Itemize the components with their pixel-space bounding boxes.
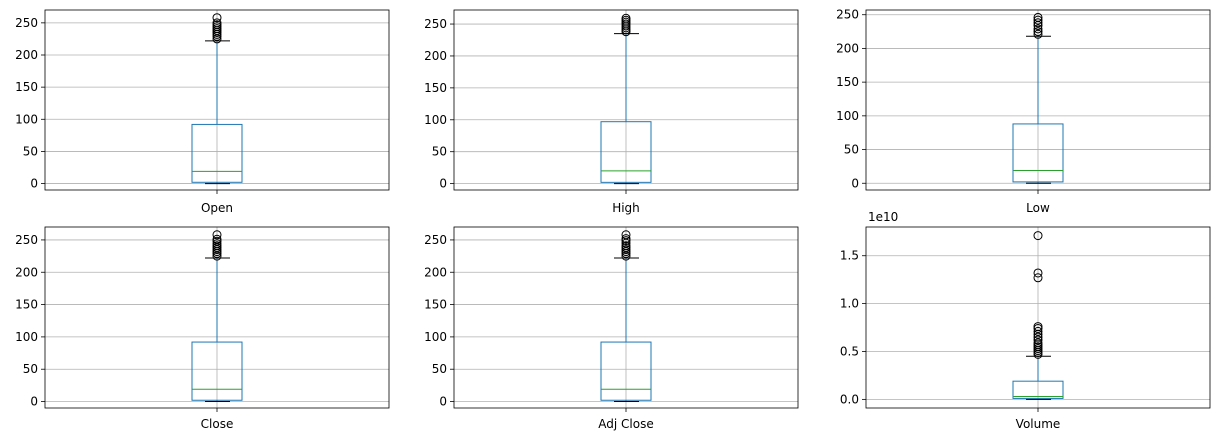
y-tick-label-close: 50 bbox=[23, 362, 38, 376]
y-tick-label-low: 200 bbox=[836, 41, 859, 55]
y-tick-label-volume: 1.0 bbox=[840, 297, 859, 311]
subplot-open: 0 50 100 150 200 250 Open bbox=[15, 9, 390, 215]
outlier-point-adj-close bbox=[621, 234, 631, 244]
y-scale-label-volume: 1e10 bbox=[868, 210, 898, 224]
axes-frame-volume bbox=[865, 226, 1211, 409]
outlier-point-high bbox=[621, 13, 631, 23]
outlier-point-volume bbox=[1033, 326, 1043, 336]
axes-frame-low bbox=[865, 9, 1211, 191]
y-tick-label-high: 200 bbox=[424, 49, 447, 63]
subplot-close: 0 50 100 150 200 250 Close bbox=[15, 226, 390, 431]
subplot-low: 0 50 100 150 200 250 Low bbox=[836, 8, 1211, 215]
y-tick-label-adj-close: 100 bbox=[424, 330, 447, 344]
x-category-label-adj-close: Adj Close bbox=[598, 417, 653, 431]
outlier-point-low bbox=[1033, 12, 1043, 22]
outlier-point-low bbox=[1033, 15, 1043, 25]
y-tick-label-low: 100 bbox=[836, 109, 859, 123]
outlier-point-low bbox=[1033, 18, 1043, 28]
y-tick-label-close: 250 bbox=[15, 233, 38, 247]
iqr-box-volume bbox=[1012, 380, 1064, 399]
y-tick-label-volume: 1.5 bbox=[840, 249, 859, 263]
y-tick-label-high: 150 bbox=[424, 81, 447, 95]
axes-frame-open bbox=[44, 9, 390, 191]
y-tick-label-close: 0 bbox=[30, 395, 38, 409]
iqr-box-high bbox=[600, 121, 652, 183]
outlier-point-volume bbox=[1033, 268, 1043, 278]
y-tick-label-open: 100 bbox=[15, 112, 38, 126]
outlier-point-close bbox=[212, 230, 222, 240]
outlier-point-volume bbox=[1033, 332, 1043, 342]
plot-area-high: 0 50 100 150 200 250 bbox=[424, 9, 799, 194]
outlier-point-adj-close bbox=[621, 230, 631, 240]
y-tick-label-adj-close: 50 bbox=[432, 362, 447, 376]
y-tick-label-low: 50 bbox=[844, 143, 859, 157]
x-category-label-close: Close bbox=[201, 417, 234, 431]
y-tick-label-volume: 0.0 bbox=[840, 392, 859, 406]
x-category-label-open: Open bbox=[201, 201, 233, 215]
y-tick-label-open: 0 bbox=[30, 177, 38, 191]
outlier-point-volume bbox=[1033, 335, 1043, 345]
y-tick-label-low: 150 bbox=[836, 75, 859, 89]
outlier-point-volume bbox=[1033, 231, 1043, 241]
subplot-high: 0 50 100 150 200 250 High bbox=[424, 9, 799, 215]
y-tick-label-close: 200 bbox=[15, 265, 38, 279]
outlier-point-volume bbox=[1033, 322, 1043, 332]
y-tick-label-open: 50 bbox=[23, 144, 38, 158]
y-tick-label-low: 250 bbox=[836, 8, 859, 22]
y-tick-label-high: 250 bbox=[424, 17, 447, 31]
y-tick-label-adj-close: 0 bbox=[439, 395, 447, 409]
x-category-label-low: Low bbox=[1026, 201, 1050, 215]
outlier-point-volume bbox=[1033, 338, 1043, 348]
plot-area-adj-close: 0 50 100 150 200 250 bbox=[424, 226, 799, 412]
x-category-label-high: High bbox=[612, 201, 640, 215]
outlier-point-low bbox=[1033, 29, 1043, 39]
outlier-point-open bbox=[212, 13, 222, 23]
y-tick-label-high: 100 bbox=[424, 113, 447, 127]
y-tick-label-adj-close: 250 bbox=[424, 233, 447, 247]
outlier-point-open bbox=[212, 18, 222, 28]
iqr-box-open bbox=[191, 123, 243, 183]
subplot-adj-close: 0 50 100 150 200 250 Adj Close bbox=[424, 226, 799, 431]
outlier-point-low bbox=[1033, 27, 1043, 37]
x-category-label-volume: Volume bbox=[1016, 417, 1061, 431]
y-tick-label-high: 0 bbox=[439, 177, 447, 191]
y-tick-label-open: 150 bbox=[15, 80, 38, 94]
y-tick-label-low: 0 bbox=[851, 176, 859, 190]
y-tick-label-adj-close: 200 bbox=[424, 265, 447, 279]
y-tick-label-close: 100 bbox=[15, 330, 38, 344]
subplot-volume: 0.0 0.5 1.0 1.5 Volume 1e10 bbox=[840, 210, 1211, 431]
y-tick-label-volume: 0.5 bbox=[840, 344, 859, 358]
outlier-point-close bbox=[212, 234, 222, 244]
outlier-point-volume bbox=[1033, 273, 1043, 283]
y-tick-label-open: 200 bbox=[15, 48, 38, 62]
y-tick-label-open: 250 bbox=[15, 16, 38, 30]
iqr-box-close bbox=[191, 341, 243, 401]
axes-frame-adj-close bbox=[453, 226, 799, 409]
outlier-point-adj-close bbox=[621, 241, 631, 251]
y-tick-label-adj-close: 150 bbox=[424, 298, 447, 312]
axes-frame-high bbox=[453, 9, 799, 191]
outlier-point-low bbox=[1033, 24, 1043, 34]
y-tick-label-close: 150 bbox=[15, 298, 38, 312]
plot-area-close: 0 50 100 150 200 250 bbox=[15, 226, 390, 412]
plot-area-low: 0 50 100 150 200 250 bbox=[836, 8, 1211, 194]
axes-frame-close bbox=[44, 226, 390, 409]
y-tick-label-high: 50 bbox=[432, 145, 447, 159]
plot-area-volume: 0.0 0.5 1.0 1.5 bbox=[840, 226, 1211, 412]
iqr-box-adj-close bbox=[600, 341, 652, 401]
iqr-box-low bbox=[1012, 123, 1064, 183]
plot-area-open: 0 50 100 150 200 250 bbox=[15, 9, 390, 194]
outlier-point-close bbox=[212, 239, 222, 249]
